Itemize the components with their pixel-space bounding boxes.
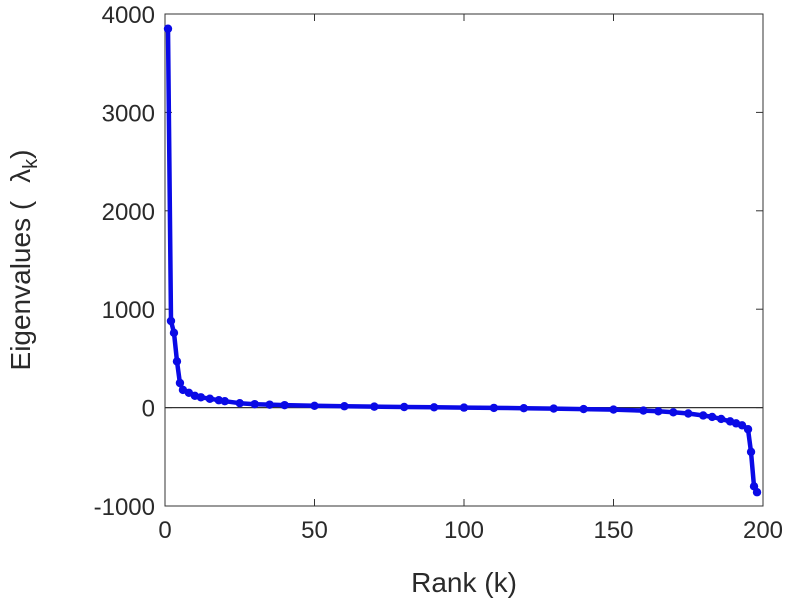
data-point (743, 425, 753, 434)
data-point (654, 407, 663, 416)
data-point (280, 400, 289, 410)
data-point (579, 404, 588, 414)
data-point (429, 403, 439, 412)
data-point (235, 398, 244, 408)
data-point (196, 393, 206, 402)
data-point (400, 402, 409, 412)
data-point (175, 378, 185, 388)
data-point (549, 404, 558, 413)
data-point (716, 414, 726, 424)
data-point (609, 405, 618, 414)
data-point (737, 421, 747, 430)
x-tick-label: 50 (301, 517, 328, 544)
plot-frame (164, 13, 764, 507)
data-point (205, 394, 215, 403)
data-point (669, 408, 678, 417)
data-point (220, 397, 229, 406)
data-point (459, 403, 469, 412)
x-tick-label: 200 (743, 517, 783, 544)
lambda-symbol: λ (5, 169, 36, 183)
data-point (746, 447, 756, 457)
y-tick-label: 4000 (102, 2, 155, 29)
data-point (265, 400, 274, 409)
lambda-subscript: k (20, 158, 42, 169)
data-point (310, 401, 319, 411)
series-layer (163, 24, 762, 497)
y-axis-label-close: ) (5, 150, 36, 159)
data-point (752, 488, 762, 497)
x-tick-label: 100 (444, 517, 484, 544)
data-point (163, 24, 173, 33)
data-point (489, 403, 499, 413)
data-point (699, 411, 708, 420)
y-axis-label: Eigenvalues ( λk) (5, 150, 42, 371)
data-point (684, 409, 693, 418)
y-tick-label: -1000 (94, 494, 155, 521)
y-axis-label-text: Eigenvalues ( (5, 200, 36, 370)
series-line (165, 26, 760, 495)
y-tick-label: 1000 (102, 297, 155, 324)
data-point (519, 403, 528, 413)
x-tick-label: 150 (593, 517, 633, 544)
data-point (340, 402, 349, 411)
data-point (172, 357, 182, 366)
data-point (370, 402, 379, 411)
data-point (169, 328, 179, 338)
data-point (707, 412, 717, 422)
labels-layer: Rank (k) Eigenvalues ( λk) (5, 150, 517, 598)
x-tick-label: 0 (158, 517, 171, 544)
y-tick-label: 2000 (102, 199, 155, 226)
data-point (250, 399, 259, 409)
y-tick-label: 0 (142, 396, 155, 423)
data-point (639, 406, 648, 415)
data-point (166, 316, 176, 326)
y-tick-label: 3000 (102, 100, 155, 127)
x-axis-label: Rank (k) (411, 567, 517, 598)
